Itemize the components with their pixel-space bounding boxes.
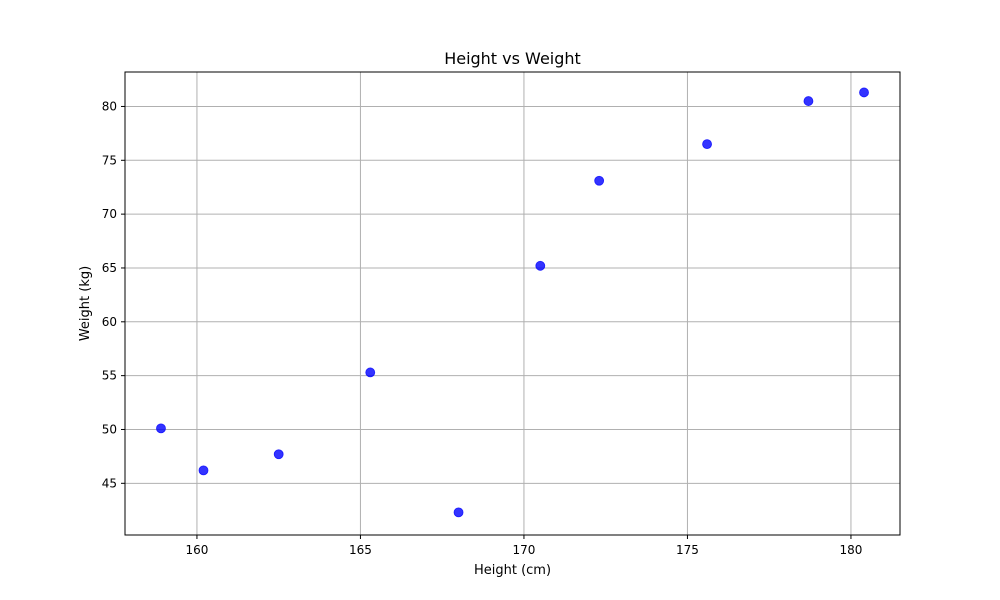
y-tick-label: 60 (102, 315, 117, 329)
y-tick-label: 75 (102, 153, 117, 167)
grid-layer (125, 72, 900, 535)
x-axis-label: Height (cm) (474, 563, 551, 578)
scatter-point (803, 96, 814, 106)
x-tick-label: 170 (512, 543, 535, 557)
x-tick-label: 180 (839, 543, 862, 557)
scatter-point (453, 507, 464, 518)
y-tick-label: 65 (102, 261, 117, 275)
x-tick-label: 175 (676, 543, 699, 557)
scatter-point (535, 260, 546, 271)
x-tick-label: 160 (185, 543, 208, 557)
y-tick-label: 80 (102, 99, 117, 113)
y-tick-label: 50 (102, 422, 117, 436)
scatter-point (859, 87, 869, 98)
plot-frame (124, 71, 901, 536)
y-tick-label: 45 (102, 476, 117, 490)
scatter-point (365, 367, 376, 378)
y-axis-label: Weight (kg) (78, 266, 93, 341)
y-tick-label: 70 (102, 207, 117, 221)
chart-title: Height vs Weight (444, 49, 581, 68)
scatter-point (198, 465, 209, 476)
x-tick-label: 165 (349, 543, 372, 557)
point-layer (156, 87, 869, 518)
scatter-point (594, 175, 605, 186)
scatter-point (273, 449, 284, 460)
y-tick-label: 55 (102, 369, 117, 383)
tick-layer: 160 165 170 175 180 45 50 55 60 65 70 75 80 (102, 99, 863, 557)
scatter-point (702, 139, 712, 150)
scatter-point (156, 423, 166, 434)
